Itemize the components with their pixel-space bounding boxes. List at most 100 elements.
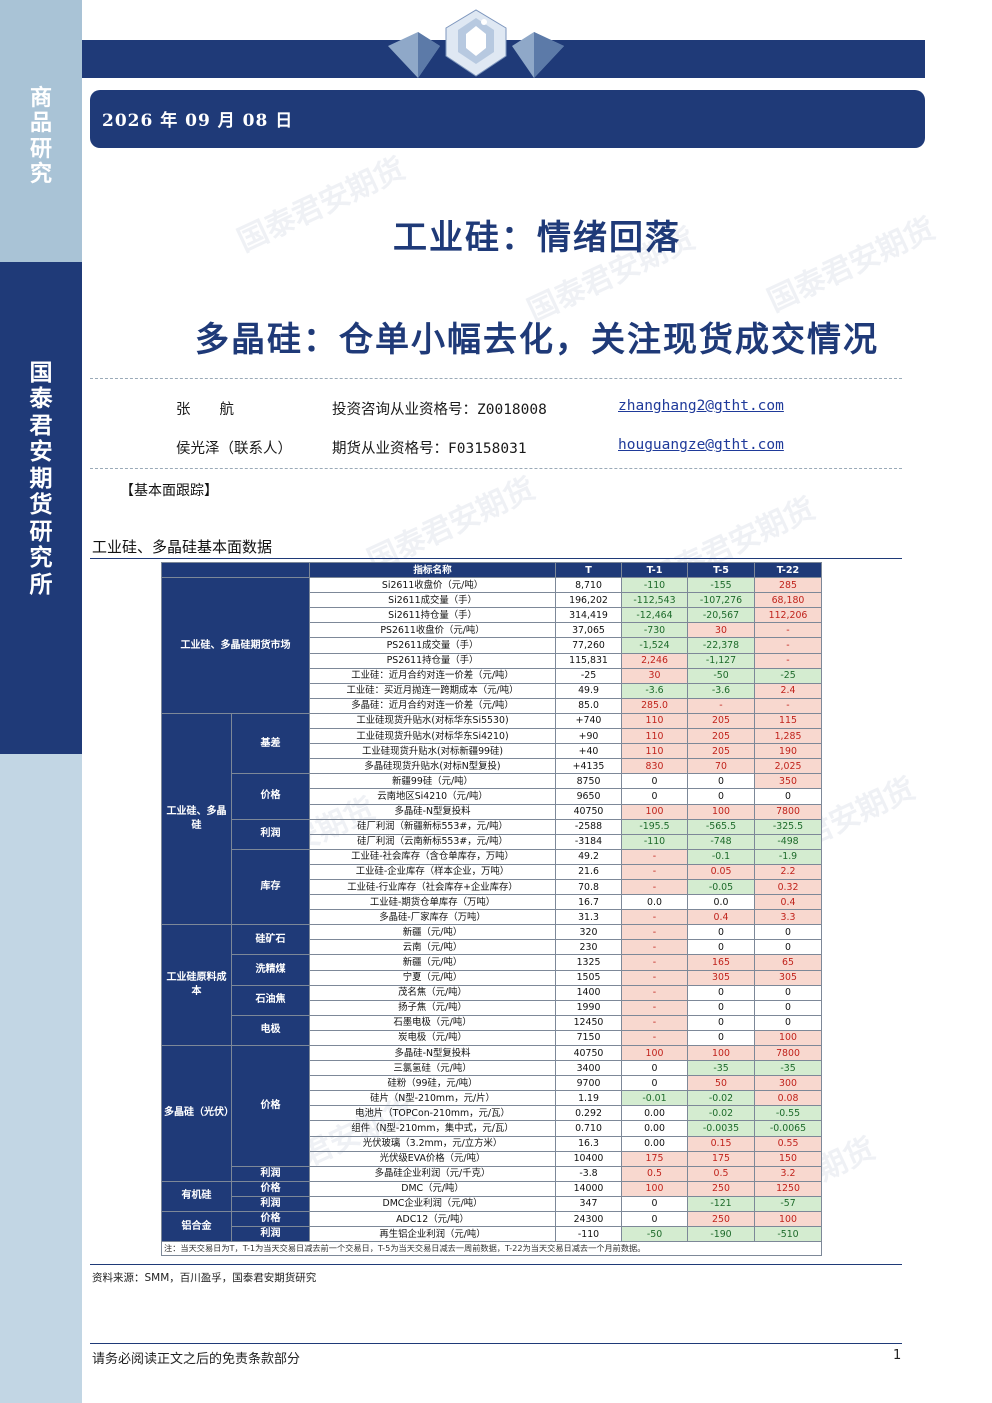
value-t-5: 100: [687, 1044, 755, 1062]
value-t-5: -50: [687, 667, 755, 684]
value-t: 24300: [555, 1211, 622, 1228]
value-t-22: 3.3: [754, 909, 822, 926]
value-t-22: 0.4: [754, 894, 822, 911]
report-title: 工业硅：情绪回落: [393, 218, 681, 258]
value-t-1: -: [621, 878, 688, 896]
value-t-5: 0: [687, 788, 755, 805]
column-header: T-1: [621, 561, 688, 579]
indicator-name: 硅片（N型-210mm，元/片）: [309, 1090, 556, 1107]
table-row: PS2611收盘价（元/吨） 37,065 -730 30-: [162, 622, 822, 639]
value-t-1: 100: [621, 803, 688, 820]
value-t-5: -1,127: [687, 652, 755, 669]
table-subgroup-label: 电极: [231, 1014, 310, 1047]
table-row: PS2611持仓量（手） 115,831 2,246 -1,127-: [162, 652, 822, 669]
table-subgroup-label: 基差: [231, 712, 310, 775]
value-t-22: 190: [754, 743, 822, 760]
value-t-1: -: [621, 909, 688, 926]
value-t: 70.8: [555, 878, 622, 896]
value-t: 3400: [555, 1060, 622, 1077]
table-row: 三氯氢硅（元/吨） 3400 0 -35 -35: [162, 1060, 822, 1077]
value-t-1: -1,524: [621, 637, 688, 654]
header-blank: [161, 561, 310, 579]
value-t: 10400: [555, 1150, 622, 1167]
value-t-5: -20,567: [687, 607, 755, 624]
value-t-5: 0.05: [687, 863, 755, 880]
author-email-link[interactable]: zhanghang2@gtht.com: [618, 398, 784, 414]
indicator-name: 新疆（元/吨）: [309, 924, 556, 941]
sidebar-institute-label: 国泰君安期货研究所: [29, 359, 53, 598]
indicator-name: 工业硅现货升贴水(对标新疆99硅): [309, 743, 556, 760]
value-t-1: 0: [621, 1060, 688, 1077]
value-t-1: 0: [621, 1195, 688, 1213]
indicator-name: Si2611持仓量（手）: [309, 607, 556, 624]
value-t: 16.7: [555, 894, 622, 911]
value-t: +740: [555, 712, 622, 730]
divider: [90, 1343, 902, 1344]
section-label: 【基本面跟踪】: [120, 483, 218, 499]
table-row: 石油焦 茂名焦（元/吨） 1400-0 0: [162, 984, 822, 1016]
value-t-1: 830: [621, 758, 688, 775]
value-t-5: 0: [687, 924, 755, 941]
value-t: 9700: [555, 1075, 622, 1092]
author-email-link[interactable]: houguangze@gtht.com: [618, 437, 784, 453]
value-t-5: -22,378: [687, 637, 755, 654]
value-t-5: 0.15: [687, 1135, 755, 1152]
author-license: 投资咨询从业资格号：Z0018008: [332, 402, 547, 418]
value-t-22: 300: [754, 1075, 822, 1092]
table-row: 利润 多晶硅企业利润（元/千克） -3.8 0.5 0.5 3.2: [162, 1165, 822, 1182]
table-row: 有机硅 价格 DMC（元/吨） 14000 100 250 1250: [161, 1180, 822, 1213]
indicator-name: 新疆99硅（元/吨）: [309, 773, 556, 790]
value-t: 12450: [555, 1014, 622, 1031]
column-header: T-22: [754, 561, 822, 579]
table-group-label: 工业硅、多晶硅: [161, 712, 232, 926]
report-subtitle: 多晶硅：仓单小幅去化，关注现货成交情况: [195, 320, 879, 360]
value-t-22: -325.5: [754, 818, 822, 835]
table-subgroup-label: 硅矿石: [231, 924, 310, 956]
table-group-label: 有机硅: [161, 1180, 232, 1213]
value-t-1: 0.00: [621, 1135, 688, 1152]
table-row: Si2611持仓量（手） 314,419 -12,464 -20,567 112,206: [162, 607, 822, 624]
table-row: 工业硅-期货仓单库存（万吨） 16.7 0.0 0.0 0.4: [162, 894, 822, 911]
column-header: T: [555, 561, 622, 579]
table-row: 炭电极（元/吨） 7150-0 100: [162, 1029, 822, 1047]
author-license: 期货从业资格号：F03158031: [332, 441, 527, 457]
indicator-name: PS2611成交量（手）: [309, 637, 556, 654]
value-t: 31.3: [555, 909, 622, 926]
value-t-5: -107,276: [687, 592, 755, 609]
value-t-1: -: [621, 924, 688, 941]
indicator-name: 宁夏（元/吨）: [309, 969, 556, 986]
value-t-22: 0.32: [754, 878, 822, 896]
indicator-name: 工业硅-期货仓单库存（万吨）: [309, 894, 556, 911]
indicator-name: 云南地区Si4210（元/吨）: [309, 788, 556, 805]
value-t: 196,202: [555, 592, 622, 609]
indicator-name: 电池片（TOPCon-210mm，元/瓦）: [309, 1105, 556, 1122]
value-t-5: 175: [687, 1150, 755, 1167]
indicator-name: 工业硅现货升贴水(对标华东Si5530): [309, 712, 556, 730]
value-t-1: 0: [621, 773, 688, 790]
value-t-5: 70: [687, 758, 755, 775]
value-t-1: 0: [621, 1075, 688, 1092]
value-t: 314,419: [555, 607, 622, 624]
value-t-22: -: [754, 652, 822, 669]
table-row: 利润 DMC企业利润（元/吨） 347 0 -121 -57: [162, 1195, 822, 1213]
indicator-name: 工业硅-行业库存（社会库存+企业库存）: [309, 878, 556, 896]
value-t: 0.292: [555, 1105, 622, 1122]
value-t-1: -: [621, 848, 688, 865]
value-t-5: 0.0: [687, 894, 755, 911]
value-t-22: -57: [754, 1195, 822, 1213]
value-t-5: 0: [687, 999, 755, 1016]
value-t-1: 110: [621, 728, 688, 745]
value-t-1: -: [621, 939, 688, 956]
indicator-name: Si2611成交量（手）: [309, 592, 556, 609]
table-row: 工业硅现货升贴水(对标新疆99硅) +40 110 205 190: [162, 743, 822, 760]
table-subgroup-label: 石油焦: [231, 984, 310, 1016]
table-row: Si2611成交量（手） 196,202 -112,543 -107,276 68,18…: [162, 592, 822, 609]
value-t-5: -0.02: [687, 1105, 755, 1122]
value-t-5: -0.1: [687, 848, 755, 865]
table-title: 工业硅、多晶硅基本面数据: [92, 538, 273, 556]
table-row: 工业硅、多晶硅期货市场 Si2611收盘价（元/吨） 8,710 -110 -155 28…: [161, 577, 822, 714]
value-t-1: 0.00: [621, 1120, 688, 1137]
table-body: 工业硅、多晶硅期货市场 Si2611收盘价（元/吨） 8,710 -110 -155 28…: [161, 577, 822, 1243]
table-row: 洗精煤 新疆（元/吨） 1325-165 65: [162, 954, 822, 986]
sidebar-category-label: 商品研究: [29, 85, 52, 187]
